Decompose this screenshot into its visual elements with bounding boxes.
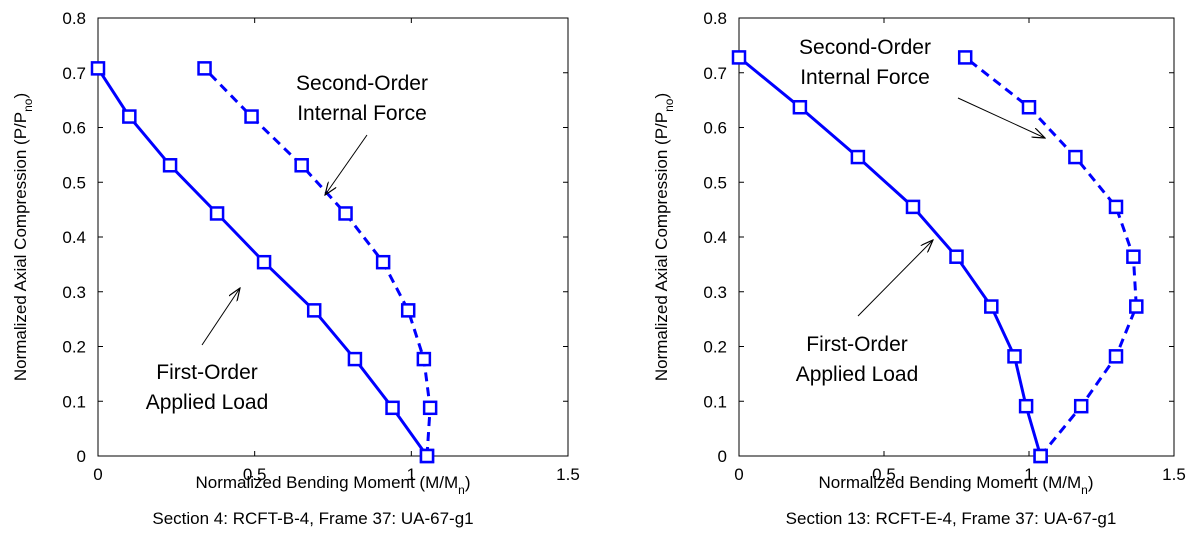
data-point-marker xyxy=(1073,398,1089,414)
y-tick-label: 0.7 xyxy=(62,64,86,83)
y-tick-label: 0 xyxy=(718,447,727,466)
data-point-marker xyxy=(1108,349,1124,364)
chart-caption: Section 4: RCFT-B-4, Frame 37: UA-67-g1 xyxy=(152,509,473,528)
axis-ticks: 0 0.5 1 1.5 0 0.1 0.2 0.3 0.4 0.5 0.6 0.7 0.8 xyxy=(703,9,1185,484)
data-point-marker xyxy=(1021,99,1037,115)
data-point-marker xyxy=(338,206,353,221)
y-tick-label: 0.6 xyxy=(703,119,727,138)
x-tick-label: 1 xyxy=(1024,465,1033,484)
y-tick-label: 0.8 xyxy=(62,9,86,28)
data-point-marker xyxy=(400,303,416,318)
y-tick-label: 0.3 xyxy=(62,283,86,302)
x-tick-label: 0 xyxy=(734,465,743,484)
annotation-line: Second-Order xyxy=(296,72,428,95)
plot-area xyxy=(97,17,569,457)
y-tick-label: 0.2 xyxy=(703,338,727,357)
x-tick-label: 1 xyxy=(407,465,416,484)
data-point-marker xyxy=(90,61,106,76)
data-point-marker xyxy=(905,199,921,215)
annotation-line: First-Order xyxy=(156,361,258,384)
data-point-marker xyxy=(984,299,999,314)
annotation-line: Internal Force xyxy=(297,102,427,125)
data-point-marker xyxy=(731,50,747,65)
y-tick-label: 0.6 xyxy=(62,119,86,138)
data-point-marker xyxy=(306,303,322,318)
x-tick-label: 1.5 xyxy=(1162,465,1186,484)
data-point-marker xyxy=(1129,299,1144,314)
data-point-marker xyxy=(385,400,400,416)
data-point-marker xyxy=(209,206,225,221)
y-tick-label: 0.4 xyxy=(703,228,727,247)
annotation-arrow xyxy=(957,97,1045,138)
annotation-line: Applied Load xyxy=(146,391,269,414)
data-point-marker xyxy=(347,351,363,367)
annotation-first-order: First-Order Applied Load xyxy=(146,361,269,414)
data-point-marker xyxy=(1007,349,1022,364)
annotation-arrow xyxy=(857,240,933,317)
y-tick-label: 0 xyxy=(77,447,86,466)
data-point-marker xyxy=(256,254,272,270)
data-point-marker xyxy=(294,158,309,173)
data-point-marker xyxy=(949,249,964,264)
annotation-line: Second-Order xyxy=(799,36,931,59)
data-point-marker xyxy=(197,61,212,76)
y-tick-label: 0.4 xyxy=(62,228,86,247)
plot-area xyxy=(738,17,1175,457)
chart-panel-right: 0 0.5 1 1.5 0 0.1 0.2 0.3 0.4 0.5 0.6 0.7 0.8 Second… xyxy=(652,9,1186,528)
y-tick-label: 0.5 xyxy=(703,173,727,192)
annotation-arrow xyxy=(201,288,240,346)
annotation-arrow xyxy=(325,134,368,195)
chart-caption: Section 13: RCFT-E-4, Frame 37: UA-67-g1 xyxy=(786,509,1117,528)
data-point-marker xyxy=(244,109,259,124)
data-point-marker xyxy=(1018,398,1034,414)
x-tick-label: 0.5 xyxy=(243,465,267,484)
y-tick-label: 0.1 xyxy=(62,392,86,411)
data-point-marker xyxy=(162,158,178,173)
annotation-second-order: Second-Order Internal Force xyxy=(799,36,931,89)
y-tick-label: 0.8 xyxy=(703,9,727,28)
annotation-second-order: Second-Order Internal Force xyxy=(296,72,428,125)
data-point-marker xyxy=(419,448,435,464)
data-point-marker xyxy=(1033,448,1048,464)
data-point-marker xyxy=(375,254,391,270)
data-marks xyxy=(731,50,1144,464)
annotation-first-order: First-Order Applied Load xyxy=(796,333,919,386)
data-point-marker xyxy=(792,99,808,115)
data-point-marker xyxy=(850,149,866,165)
data-point-marker xyxy=(1126,249,1141,264)
y-tick-label: 0.2 xyxy=(62,338,86,357)
x-tick-label: 0.5 xyxy=(872,465,896,484)
data-point-marker xyxy=(416,351,432,367)
annotation-line: First-Order xyxy=(806,333,908,356)
data-point-marker xyxy=(422,400,438,416)
data-point-marker xyxy=(1068,149,1083,165)
x-axis-label: Normalized Bending Moment (M/Mn) xyxy=(195,473,470,497)
chart-panel-left: 0 0.5 1 1.5 0 0.1 0.2 0.3 0.4 0.5 0.6 0.7 0.8 Second… xyxy=(11,9,580,528)
y-axis-label: Normalized Axial Compression (P/Pno) xyxy=(11,93,35,381)
y-tick-label: 0.3 xyxy=(703,283,727,302)
y-tick-label: 0.5 xyxy=(62,173,86,192)
x-tick-label: 1.5 xyxy=(556,465,580,484)
data-point-marker xyxy=(122,109,137,124)
data-marks xyxy=(90,61,438,464)
annotation-line: Internal Force xyxy=(800,66,930,89)
axis-ticks: 0 0.5 1 1.5 0 0.1 0.2 0.3 0.4 0.5 0.6 0.7 0.8 xyxy=(62,9,579,484)
data-point-marker xyxy=(957,50,973,65)
y-tick-label: 0.1 xyxy=(703,392,727,411)
y-axis-label: Normalized Axial Compression (P/Pno) xyxy=(652,93,676,381)
x-tick-label: 0 xyxy=(93,465,102,484)
x-axis-label: Normalized Bending Moment (M/Mn) xyxy=(818,473,1093,497)
data-point-marker xyxy=(1108,199,1124,215)
y-tick-label: 0.7 xyxy=(703,64,727,83)
annotation-line: Applied Load xyxy=(796,363,919,386)
